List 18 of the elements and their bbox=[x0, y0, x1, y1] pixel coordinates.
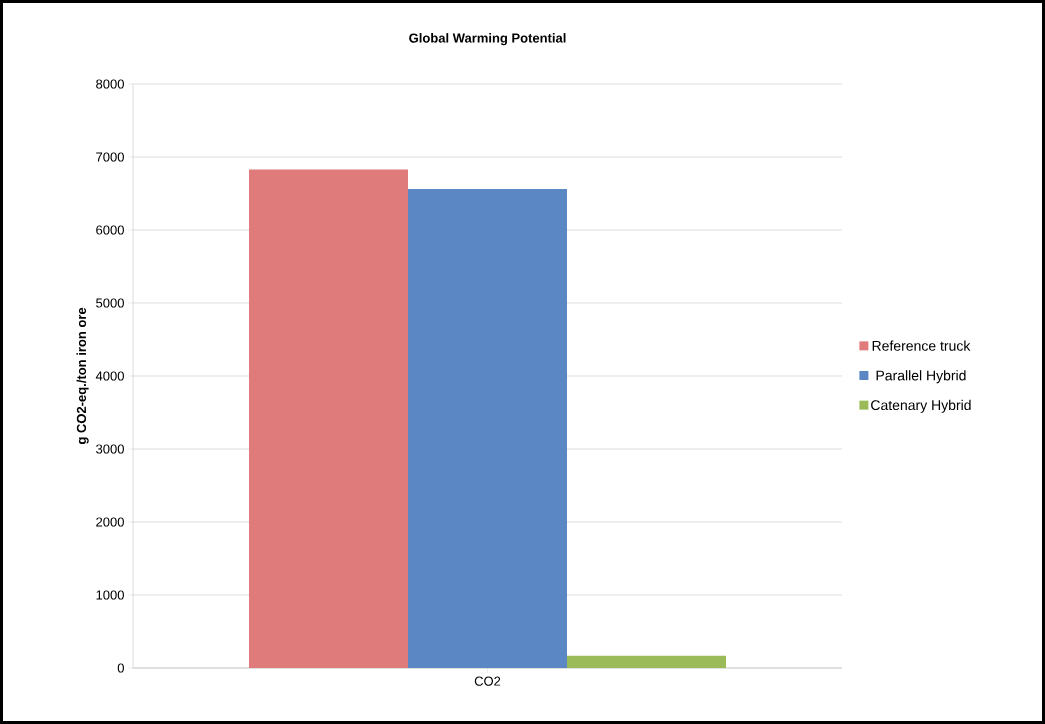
y-tick-label: 2000 bbox=[96, 517, 124, 527]
chart-title: Global Warming Potential bbox=[409, 33, 566, 46]
y-axis-title: g CO2-eq./ton iron ore bbox=[76, 307, 89, 445]
x-tick-label: CO2 bbox=[474, 676, 501, 686]
y-tick-label: 1000 bbox=[96, 590, 124, 600]
bar bbox=[408, 189, 567, 668]
legend-label: Catenary Hybrid bbox=[871, 399, 971, 413]
y-tick-label: 5000 bbox=[96, 298, 124, 308]
y-tick-label: 7000 bbox=[96, 152, 124, 162]
bar bbox=[249, 169, 408, 668]
y-tick-label: 0 bbox=[117, 663, 124, 673]
y-tick-label: 4000 bbox=[95, 371, 124, 381]
y-tick-label: 8000 bbox=[96, 79, 124, 89]
bar bbox=[567, 655, 727, 668]
y-tick-label: 6000 bbox=[96, 225, 124, 235]
legend-label: Parallel Hybrid bbox=[876, 370, 966, 384]
legend-label: Reference truck bbox=[872, 340, 971, 351]
y-tick-label: 3000 bbox=[96, 444, 124, 454]
